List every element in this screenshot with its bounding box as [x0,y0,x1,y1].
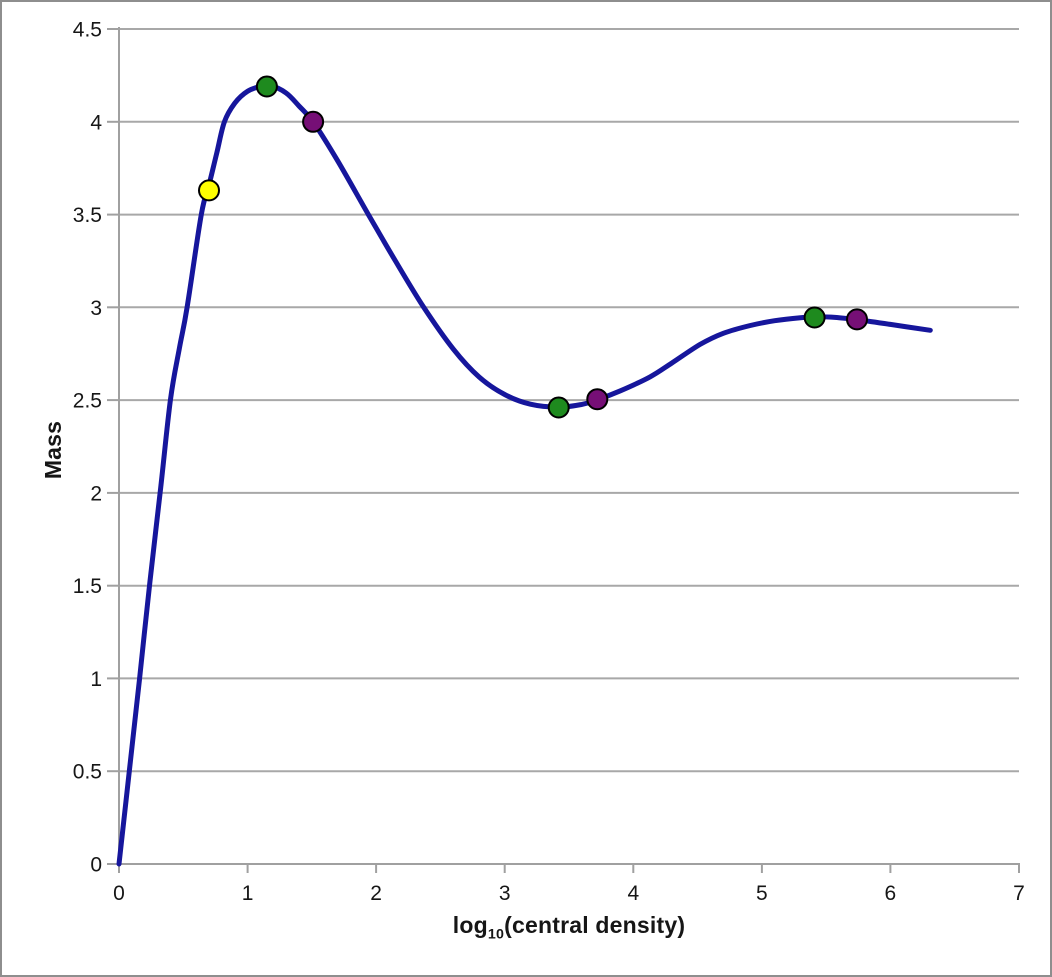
data-point-green-3 [803,306,826,329]
x-axis-title: log10(central density) [119,905,1019,945]
data-point-green-2 [547,396,570,419]
y-tick-label-0.5: 0.5 [73,761,102,784]
x-tick-label-7: 7 [1013,882,1025,905]
x-axis-title-subscript: 10 [487,926,505,943]
y-tick-label-0: 0 [90,854,102,877]
x-tick-label-0: 0 [113,882,125,905]
x-axis-title-prefix: log [452,912,488,938]
data-point-green-1 [255,75,278,98]
y-axis-title: Mass [40,420,66,480]
y-tick-label-3.5: 3.5 [73,204,102,227]
y-tick-label-1: 1 [90,668,102,691]
x-tick-label-1: 1 [242,882,254,905]
x-axis-title-suffix: (central density) [504,912,686,938]
y-tick-label-2.5: 2.5 [73,390,102,413]
data-point-purple-2 [586,388,609,411]
x-tick-label-3: 3 [499,882,511,905]
data-point-yellow-1 [198,179,220,202]
data-point-purple-1 [302,110,325,133]
data-point-purple-3 [846,308,868,331]
curve-mass-vs-central-density [116,82,933,867]
x-tick-label-5: 5 [756,882,768,905]
y-tick-label-1.5: 1.5 [73,575,102,598]
y-tick-label-3: 3 [90,297,102,320]
y-tick-label-4: 4 [90,111,102,134]
x-tick-label-6: 6 [885,882,897,905]
y-tick-label-2: 2 [90,482,102,505]
x-tick-label-2: 2 [370,882,382,905]
x-tick-label-4: 4 [627,882,639,905]
y-tick-label-4.5: 4.5 [73,19,102,42]
